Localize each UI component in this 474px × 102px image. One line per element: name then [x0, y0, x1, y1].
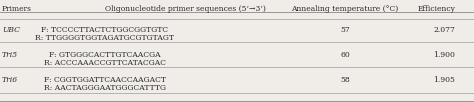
Text: Primers: Primers [2, 5, 32, 13]
Text: Annealing temperature (°C): Annealing temperature (°C) [292, 5, 399, 13]
Text: Oligonucleotide primer sequences (5’→3’): Oligonucleotide primer sequences (5’→3’) [105, 5, 266, 13]
Text: 60: 60 [340, 51, 350, 59]
Text: R: ACCCAAACCGTTCATACGAC: R: ACCCAAACCGTTCATACGAC [44, 59, 166, 67]
Text: R: TTGGGGTGGTAGATGCGTGTAGT: R: TTGGGGTGGTAGATGCGTGTAGT [36, 34, 174, 42]
Text: 1.900: 1.900 [433, 51, 455, 59]
Text: F: CGGTGGATTCAACCAAGACT: F: CGGTGGATTCAACCAAGACT [44, 76, 166, 84]
Text: 58: 58 [340, 76, 350, 84]
Text: UBC: UBC [2, 26, 20, 34]
Text: Tri6: Tri6 [2, 76, 18, 84]
Text: F: GTGGGCACTTGTCAACGA: F: GTGGGCACTTGTCAACGA [49, 51, 161, 59]
Text: F: TCCCCTTACTCTGGCGGTGTC: F: TCCCCTTACTCTGGCGGTGTC [41, 26, 169, 34]
Text: Efficiency: Efficiency [417, 5, 455, 13]
Text: 1.905: 1.905 [433, 76, 455, 84]
Text: 2.077: 2.077 [433, 26, 455, 34]
Text: 57: 57 [340, 26, 350, 34]
Text: Tri5: Tri5 [2, 51, 18, 59]
Text: R: AACTAGGGAATGGGCATTTG: R: AACTAGGGAATGGGCATTTG [44, 84, 166, 92]
